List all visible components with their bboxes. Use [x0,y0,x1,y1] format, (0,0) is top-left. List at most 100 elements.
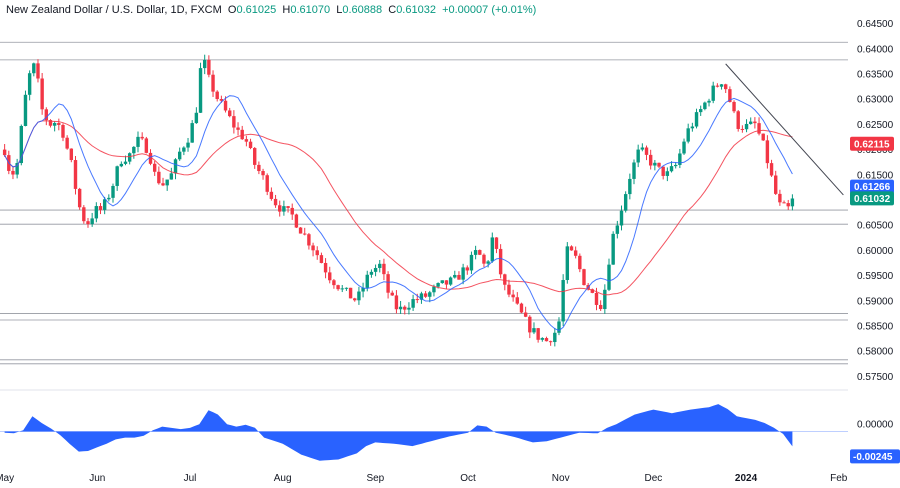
candle-body [365,274,369,288]
candle [703,101,707,111]
candle-body [257,164,261,172]
candle [198,62,203,114]
candle-body [148,152,153,164]
low-label: L [336,4,343,16]
candle [724,83,728,93]
candle [77,187,82,210]
candle-body [665,171,670,176]
candle-body [11,170,15,175]
candle-body [52,123,57,126]
candle [486,260,490,268]
candle [194,107,199,124]
y-tick-label: 0.62500 [857,120,894,131]
x-tick-label: Sep [366,473,384,484]
candle [111,183,115,203]
candle-body [744,123,749,130]
candle-body [690,126,695,129]
candle [461,263,465,285]
candle-body [27,73,32,95]
candle-body [190,123,194,143]
candle [603,284,607,314]
candle [136,131,140,153]
candle [528,315,532,339]
candle-body [136,136,140,147]
candle [232,110,236,134]
candle-body [632,162,636,179]
price-tag-label: 0.61032 [854,194,891,205]
candle-body [15,163,19,175]
candle [544,336,549,342]
y-tick-label: 0.64000 [857,44,894,55]
candle [36,59,40,83]
candle [390,290,394,296]
candle-body [357,291,361,301]
candle-body [528,316,532,333]
candle-body [749,121,753,124]
x-tick-label: Nov [552,473,570,484]
candle-body [98,206,103,210]
candle [394,290,399,314]
high-value: 0.61070 [290,4,331,16]
candle-body [473,250,478,255]
candle-body [123,161,128,164]
candle [557,317,561,336]
candle [236,122,240,136]
candle [478,249,482,256]
candle-body [232,116,236,128]
candle-body [628,178,632,195]
candle-body [61,124,65,138]
candles-group [2,54,795,347]
candle [465,265,469,275]
candle [161,177,165,187]
candle-body [86,221,90,225]
candle [269,187,274,201]
candle [211,70,215,97]
candle-body [607,264,611,290]
y-tick-label: 0.63000 [857,95,894,106]
candle-body [353,298,357,301]
candle-body [73,160,78,189]
candle-body [269,191,274,199]
candle [615,220,620,239]
candle [340,285,344,293]
candle [115,165,119,191]
candle-body [65,137,69,149]
candle [578,253,582,273]
candle [69,148,74,163]
candle-body [590,289,595,293]
candle [73,156,78,195]
open-label: O [227,4,237,16]
candle-body [619,210,624,226]
candle [682,138,686,155]
close-label: C [388,4,397,16]
candle [127,152,132,165]
candle-body [469,254,474,271]
candle [382,258,386,281]
candle-body [332,280,336,286]
candle-body [57,123,61,125]
candle [511,289,515,302]
open-value: 0.61025 [236,4,277,16]
candle [628,173,632,200]
candle [694,108,699,129]
candle [57,118,61,131]
candle-body [348,287,353,299]
candle-body [494,237,499,249]
candle [223,96,228,113]
candle-body [144,138,149,153]
candle [686,123,690,144]
candle-body [436,283,440,287]
candle [419,291,424,304]
candle [673,162,678,169]
candle [453,270,457,279]
candle-body [661,166,665,176]
candle [715,83,720,88]
price-tag [850,136,894,151]
candle-body [715,85,720,87]
candle-body [507,284,511,295]
candle [90,212,94,227]
candle-body [419,293,424,300]
candle-body [678,153,682,165]
candle [2,144,7,157]
